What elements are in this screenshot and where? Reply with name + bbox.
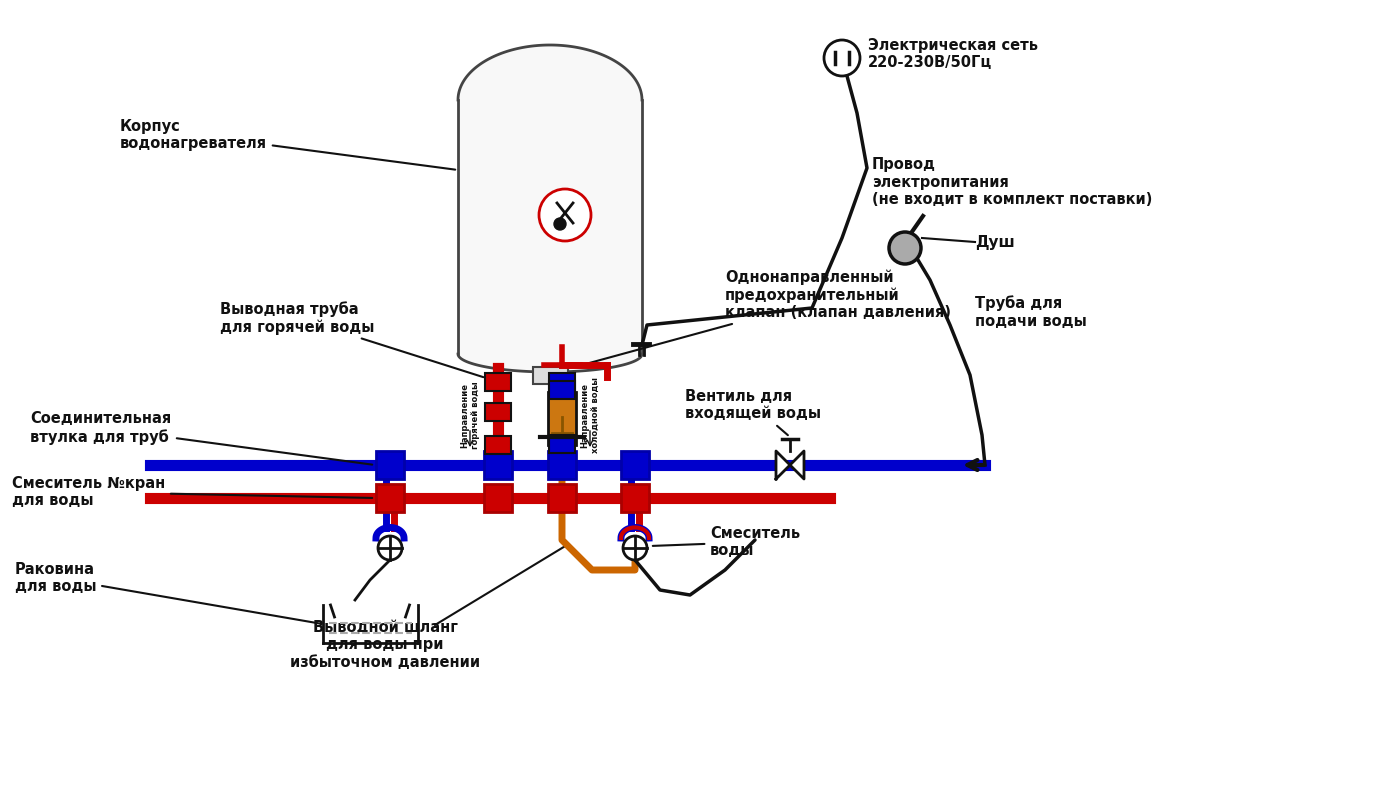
Text: Направление
холодной воды: Направление холодной воды <box>580 377 599 453</box>
Circle shape <box>538 189 591 241</box>
Text: Электрическая сеть
220-230В/50Гц: Электрическая сеть 220-230В/50Гц <box>868 38 1038 70</box>
Text: Смеситель
воды: Смеситель воды <box>653 526 800 558</box>
Circle shape <box>378 536 401 560</box>
Circle shape <box>554 218 566 230</box>
Text: Корпус
водонагревателя: Корпус водонагревателя <box>120 118 455 170</box>
Bar <box>548 451 576 479</box>
Bar <box>376 484 404 512</box>
Text: Вентиль для
входящей воды: Вентиль для входящей воды <box>685 389 821 435</box>
Polygon shape <box>776 451 804 479</box>
Text: Труба для
подачи воды: Труба для подачи воды <box>974 295 1086 329</box>
Polygon shape <box>458 354 642 372</box>
Bar <box>549 381 574 399</box>
Bar <box>484 451 512 479</box>
Circle shape <box>889 232 920 264</box>
Bar <box>621 451 649 479</box>
Bar <box>376 451 404 479</box>
Bar <box>484 403 511 421</box>
Bar <box>458 100 642 354</box>
Text: Душ: Душ <box>974 234 1014 250</box>
Text: Выводной шланг
для воды при
избыточном давлении: Выводной шланг для воды при избыточном д… <box>289 620 480 670</box>
Text: Провод
электропитания
(не входит в комплект поставки): Провод электропитания (не входит в компл… <box>872 157 1153 207</box>
Bar <box>484 373 511 391</box>
Text: Выводная труба
для горячей воды: Выводная труба для горячей воды <box>220 301 483 377</box>
Polygon shape <box>458 45 642 100</box>
Text: Раковина
для воды: Раковина для воды <box>15 562 320 623</box>
Text: Однонаправленный
предохранительный
клапан (клапан давления): Однонаправленный предохранительный клапа… <box>584 270 951 364</box>
Bar <box>533 367 567 384</box>
Circle shape <box>623 536 646 560</box>
Circle shape <box>823 40 859 76</box>
Text: Соединительная
втулка для труб: Соединительная втулка для труб <box>30 411 372 465</box>
Text: Направление
горячей воды: Направление горячей воды <box>461 381 480 449</box>
Bar <box>549 373 574 391</box>
Bar <box>484 436 511 454</box>
Bar <box>549 435 574 453</box>
Bar <box>484 484 512 512</box>
Bar <box>548 392 576 445</box>
Bar <box>548 484 576 512</box>
Bar <box>621 484 649 512</box>
Text: Смеситель №кран
для воды: Смеситель №кран для воды <box>12 476 372 508</box>
